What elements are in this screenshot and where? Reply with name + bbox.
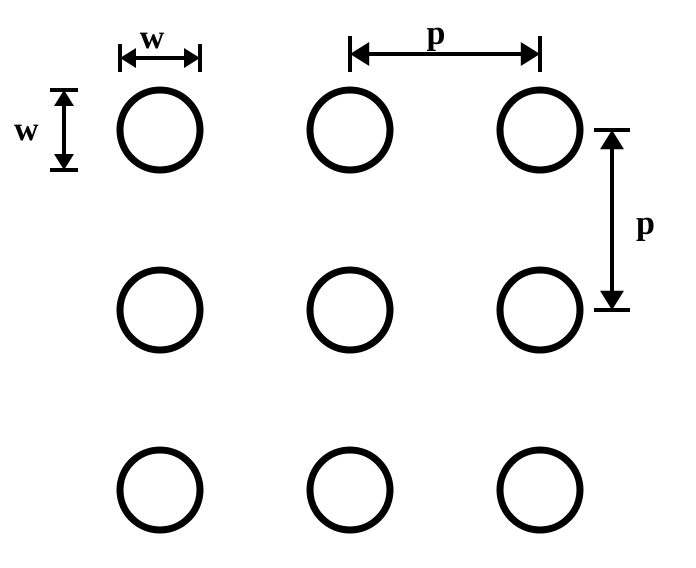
diagram-canvas: w w p p [0,0,696,568]
label-w-left: w [14,111,39,148]
label-p-top: p [427,15,446,52]
label-w-top: w [140,19,165,56]
label-p-right: p [636,205,655,242]
